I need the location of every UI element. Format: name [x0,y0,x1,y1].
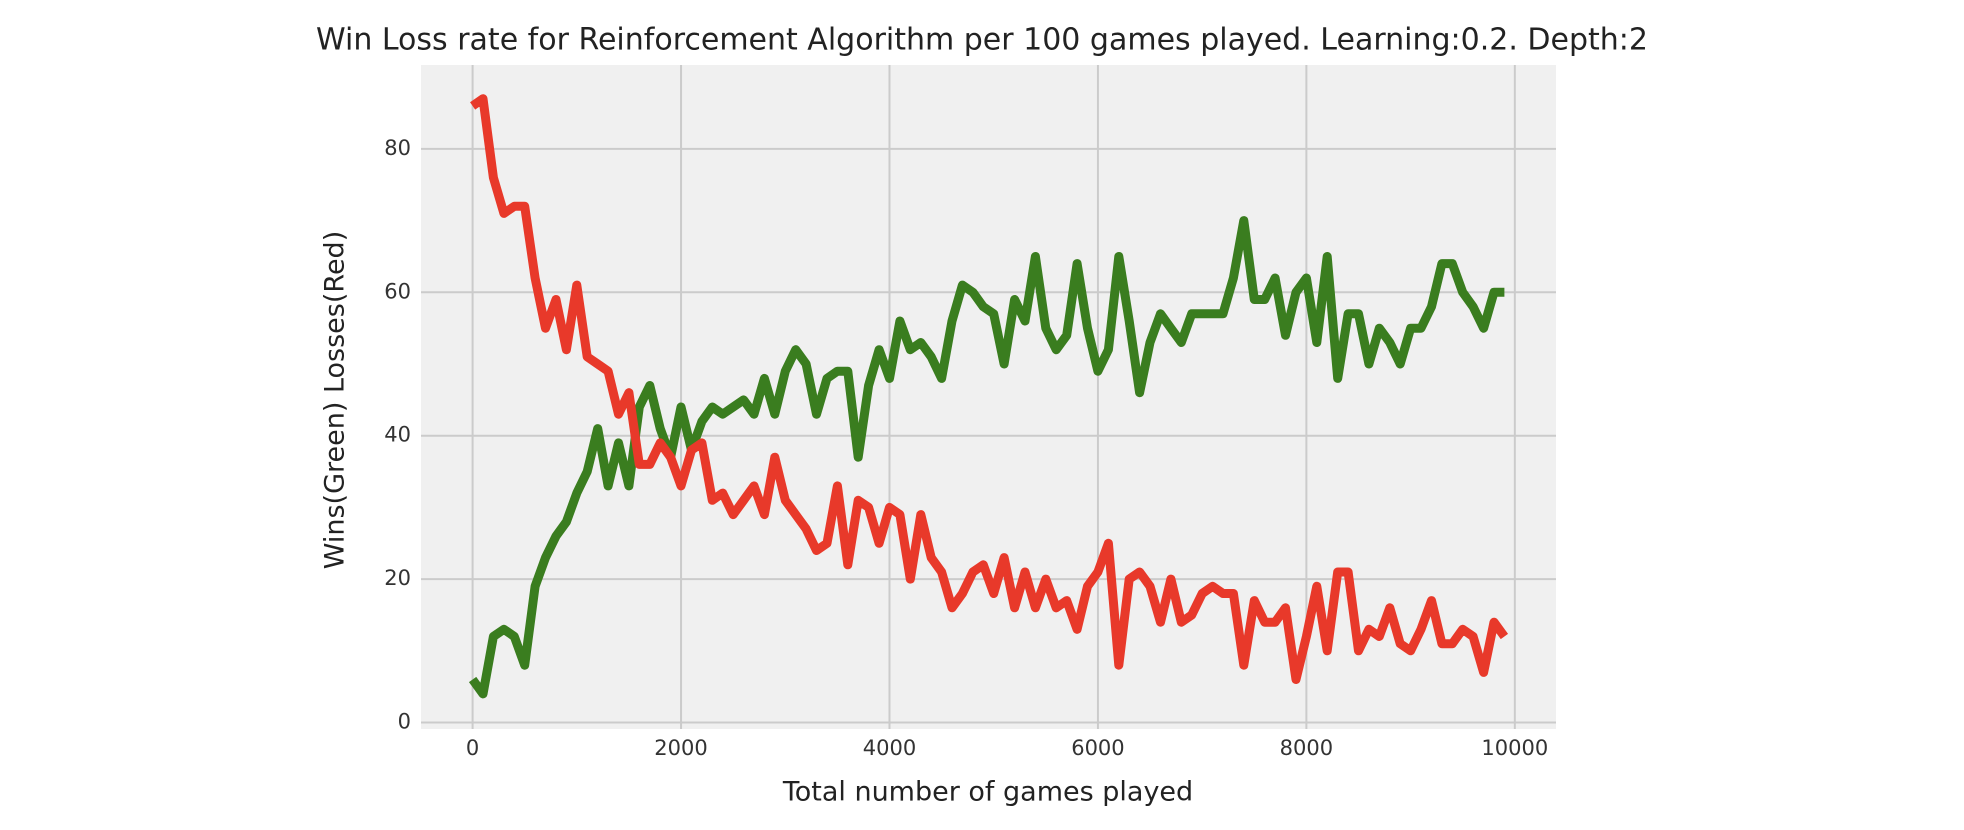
y-axis-label: Wins(Green) Losses(Red) [320,231,351,569]
y-tick-label: 40 [384,423,411,447]
chart-title: Win Loss rate for Reinforcement Algorith… [316,23,1648,58]
y-tick-label: 0 [398,710,411,734]
x-axis-label: Total number of games played [782,777,1193,808]
x-tick-label: 0 [466,736,479,760]
series-line [468,216,1505,699]
series-line [470,94,1509,684]
x-tick-label: 8000 [1280,736,1333,760]
y-tick-label: 60 [384,279,411,303]
x-tick-label: 10000 [1481,736,1548,760]
x-tick-label: 6000 [1071,736,1124,760]
x-tick-label: 2000 [654,736,707,760]
y-tick-label: 80 [384,136,411,160]
y-tick-label: 20 [384,566,411,590]
x-tick-label: 4000 [863,736,916,760]
